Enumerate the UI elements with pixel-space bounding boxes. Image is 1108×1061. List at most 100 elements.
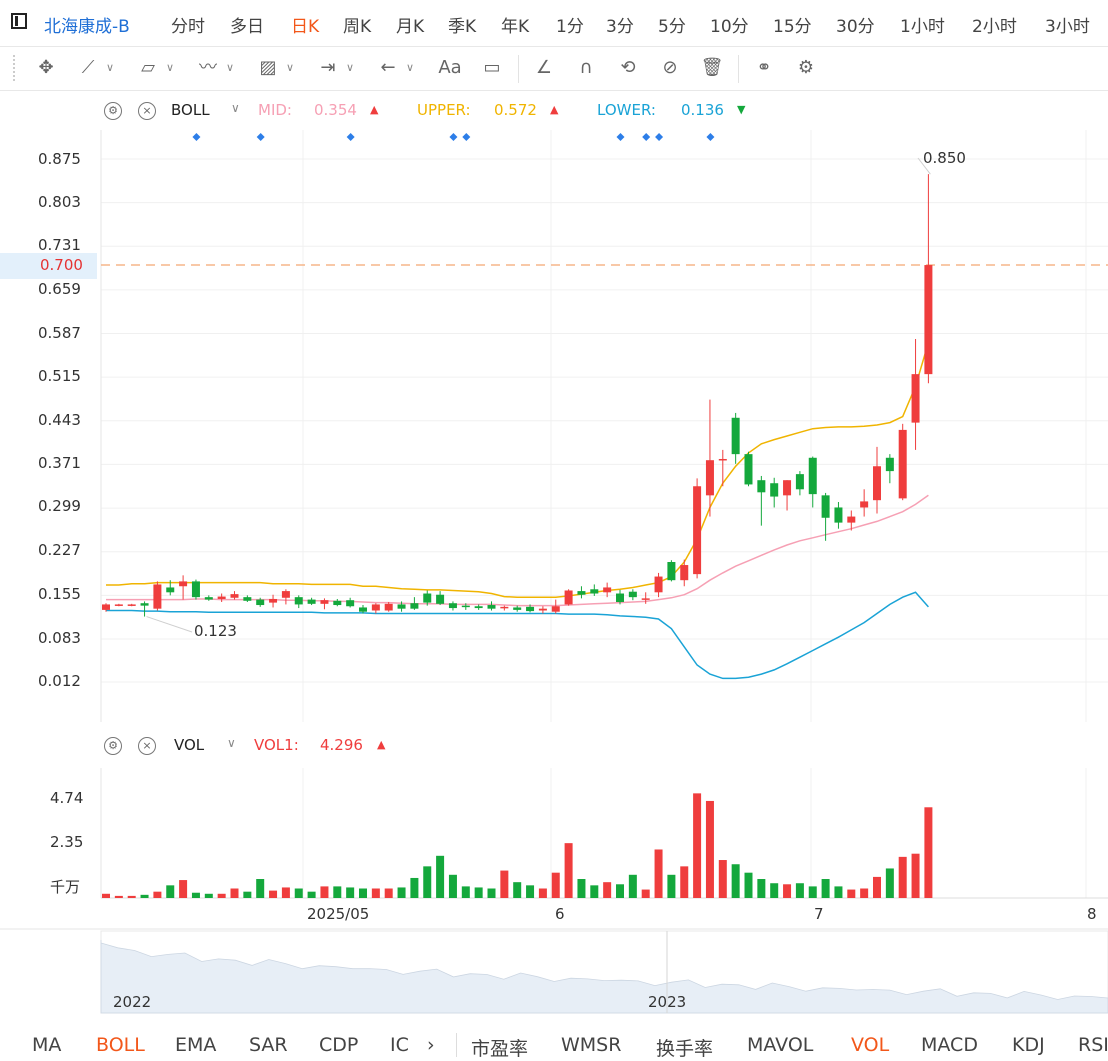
indicator-tab-kdj[interactable]: KDJ [1012,1034,1045,1056]
period-tab-weekly[interactable]: 周K [343,17,372,37]
indicator-tab-pe[interactable]: 市盈率 [471,1038,529,1060]
candle-body [230,594,239,598]
volume-bar [834,886,843,898]
toolbar-grip[interactable] [13,55,18,81]
up-arrow-icon: ▲ [550,103,559,116]
vol-close-icon[interactable]: × [138,737,156,755]
volume-bar [307,891,316,898]
chevron-right-icon[interactable]: › [427,1034,435,1056]
period-tab-fenshi[interactable]: 分时 [171,17,205,37]
vol1-value: 4.296 [320,736,363,754]
magnet-icon[interactable]: ∩ [579,57,593,78]
boll-close-icon[interactable]: × [138,102,156,120]
period-tab-30min[interactable]: 30分 [836,17,875,37]
period-tab-multiday[interactable]: 多日 [230,17,264,37]
volume-bar [693,793,702,898]
period-tab-2hour[interactable]: 2小时 [972,17,1017,37]
wave-icon[interactable]: 〰 ∨ [199,57,234,78]
indicator-tab-boll[interactable]: BOLL [96,1034,145,1056]
indicator-tab-cdp[interactable]: CDP [319,1034,359,1056]
hide-icon[interactable]: ⊘ [662,57,678,78]
volume-bar [526,885,535,898]
boll-lower-line [106,591,929,680]
channel-icon[interactable]: ▱ ∨ [141,57,174,78]
current-price-label: 0.700 [40,256,83,274]
period-tab-1min[interactable]: 1分 [556,17,584,37]
indicator-tab-wmsr[interactable]: WMSR [561,1034,622,1056]
volume-bar [114,895,123,898]
volume-bar [898,856,907,898]
volume-bar [179,880,188,898]
indicator-tab-ic[interactable]: IC [390,1034,409,1056]
volume-unit: 千万 [50,878,81,896]
text-icon[interactable]: Aa [438,57,462,78]
volume-bar [487,888,496,898]
vol-settings-icon[interactable]: ⚙ [104,737,122,755]
indicator-tab-ma[interactable]: MA [32,1034,62,1056]
time-tick: 2025/05 [307,905,370,923]
period-tab-monthly[interactable]: 月K [396,17,425,37]
range-icon[interactable]: ⇥ ∨ [320,57,354,78]
volume-tick: 4.74 [50,789,84,807]
delete-icon[interactable]: 🗑 [700,57,724,78]
candle-body [808,457,817,495]
indicator-tab-mavol[interactable]: MAVOL [747,1034,814,1056]
indicator-tab-rsi[interactable]: RSI [1078,1034,1108,1056]
candle-body [371,604,380,611]
candle-body [898,429,907,499]
indicator-tab-sar[interactable]: SAR [249,1034,288,1056]
ruler-icon[interactable]: ∠ [535,57,553,78]
indicator-tab-macd[interactable]: MACD [921,1034,978,1056]
arrow-icon[interactable]: ← ∨ [380,57,414,78]
boll-name[interactable]: BOLL [171,101,210,119]
period-tab-3hour[interactable]: 3小时 [1045,17,1090,37]
candle-body [705,460,714,496]
volume-bar [603,882,612,898]
candle-body [436,594,445,604]
event-marker-icon [256,133,265,141]
candle-body [731,417,740,455]
volume-bar [770,883,779,898]
vol-name[interactable]: VOL [174,736,205,754]
candle-body [448,603,457,609]
indicator-tab-turnover[interactable]: 换手率 [656,1038,714,1060]
volume-bar [551,872,560,898]
volume-bar [371,888,380,898]
indicator-tab-ema[interactable]: EMA [175,1034,217,1056]
comment-icon[interactable]: ▭ [483,57,501,78]
up-arrow-icon: ▲ [377,738,386,751]
period-tab-5min[interactable]: 5分 [658,17,686,37]
sidebar-toggle-icon[interactable] [11,13,27,29]
price-tick: 0.083 [38,629,81,647]
settings-icon[interactable]: ⚙ [797,57,815,78]
stock-name[interactable]: 北海康成-B [44,17,130,37]
chevron-down-icon[interactable]: ∨ [227,736,236,750]
volume-bar [256,879,265,898]
overview-navigator [100,930,1108,1014]
candle-body [294,597,303,605]
candle-body [384,603,393,611]
chevron-down-icon[interactable]: ∨ [231,101,240,115]
event-marker-icon [616,133,625,141]
period-tab-yearly[interactable]: 年K [501,17,530,37]
boll-mid-label: MID: [258,101,292,119]
candle-body [718,458,727,461]
period-tab-15min[interactable]: 15分 [773,17,812,37]
indicator-tab-vol[interactable]: VOL [851,1034,890,1056]
boll-settings-icon[interactable]: ⚙ [104,102,122,120]
chart-grid [0,130,1108,930]
period-tab-daily[interactable]: 日K [291,17,320,37]
period-tab-10min[interactable]: 10分 [710,17,749,37]
lock-icon[interactable]: ⟲ [620,57,636,78]
volume-bar [744,872,753,898]
line-icon[interactable]: ⟋ ∨ [81,57,114,78]
fib-icon[interactable]: ▨ ∨ [259,57,294,78]
compare-icon[interactable]: ⚭ [756,57,772,78]
boll-lower-label: LOWER: [597,101,656,119]
period-tab-quarterly[interactable]: 季K [448,17,477,37]
move-icon[interactable]: ✥ [38,57,54,78]
period-tab-3min[interactable]: 3分 [606,17,634,37]
period-tab-1hour[interactable]: 1小时 [900,17,945,37]
candles [102,157,933,633]
